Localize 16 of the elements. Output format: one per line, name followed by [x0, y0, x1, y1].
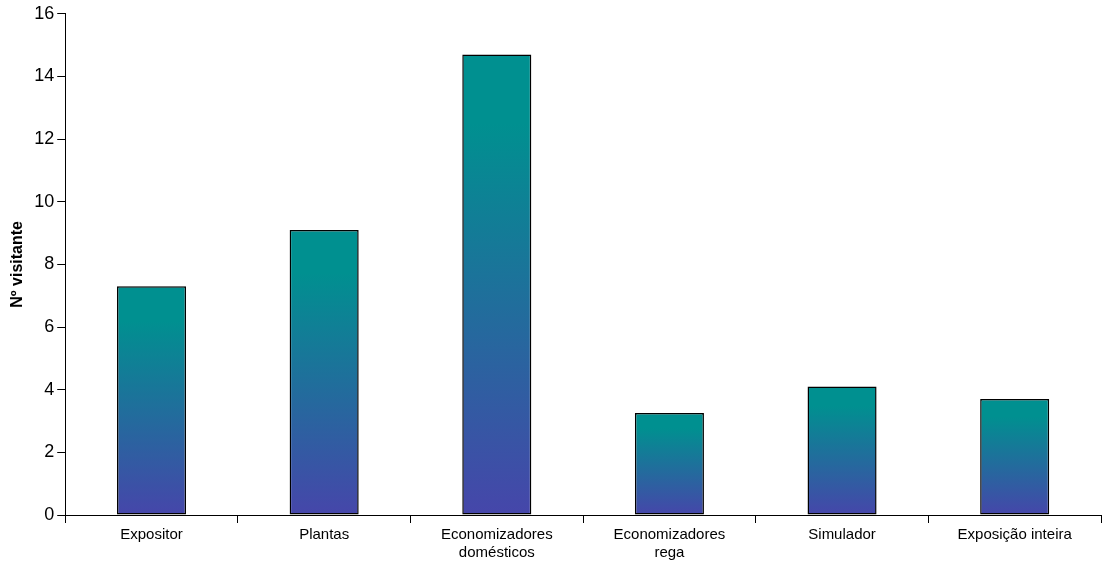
x-tick-label: Simulador: [808, 525, 876, 543]
y-tick-label: 0: [44, 503, 55, 524]
y-tick-label: 16: [34, 2, 55, 23]
y-tick-label: 14: [34, 65, 55, 86]
x-tick-label: Exposição inteira: [957, 525, 1073, 543]
y-tick-label: 12: [34, 128, 55, 149]
y-tick-label: 6: [44, 316, 55, 337]
y-tick-label: 10: [34, 190, 55, 211]
y-tick-label: 2: [44, 441, 55, 462]
x-tick-label: Economizadores rega: [613, 525, 726, 561]
y-tick-label: 8: [44, 253, 55, 274]
x-tick-label: Economizadores domésticos: [440, 525, 553, 561]
y-tick-label: 4: [44, 378, 55, 399]
x-tick-label: Expositor: [120, 525, 183, 543]
y-axis-title: Nº visitante: [8, 220, 26, 308]
x-tick-label: Plantas: [299, 525, 350, 543]
